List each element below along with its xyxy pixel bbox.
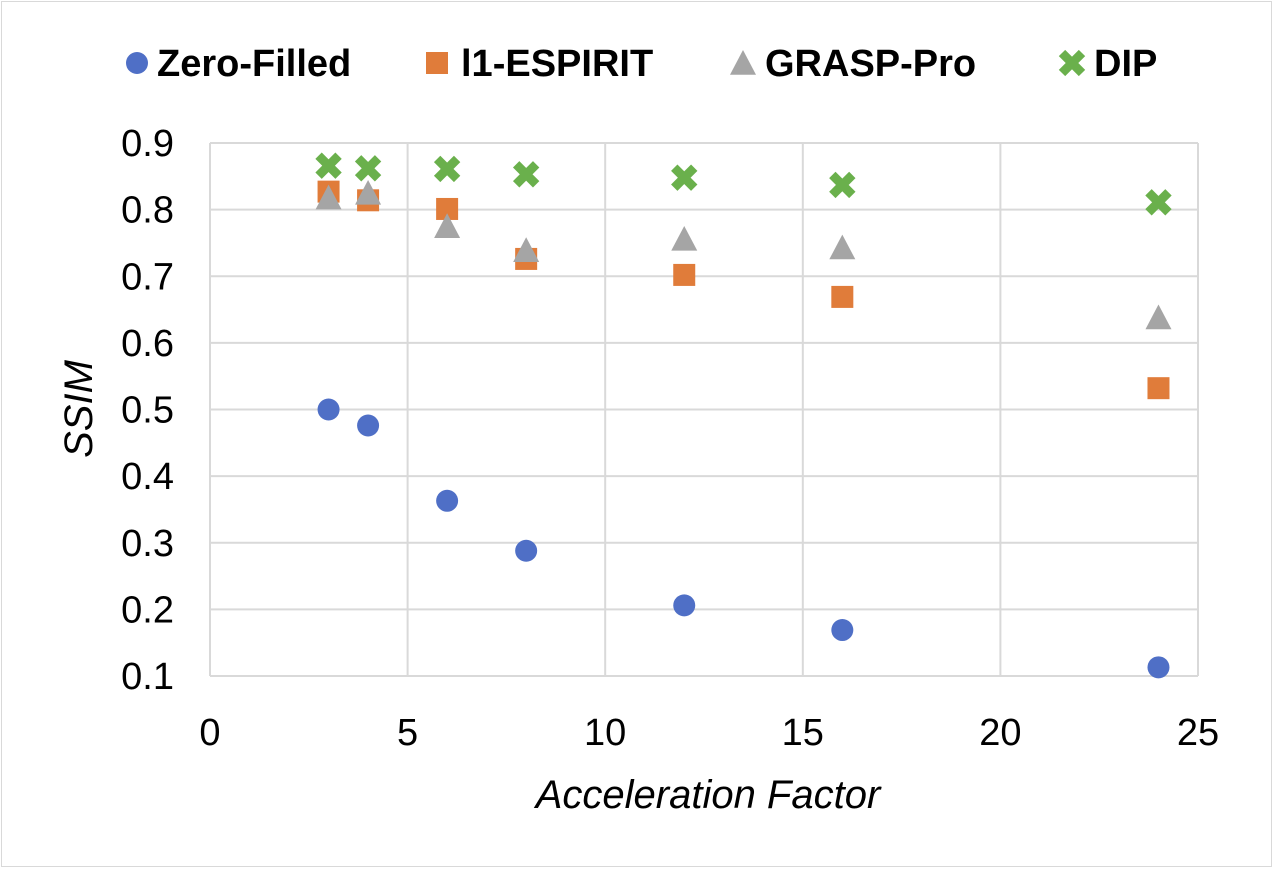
- dip-point: [829, 171, 856, 199]
- x-tick-label: 5: [397, 712, 418, 754]
- y-axis-ticks: 0.1 0.2 0.3 0.4 0.5 0.6 0.7 0.8 0.9: [121, 123, 174, 698]
- l1-espirit-point: [1147, 377, 1170, 400]
- grasp-pro-point: [513, 237, 540, 262]
- dip-point: [1145, 189, 1172, 216]
- grasp-pro-point: [315, 184, 342, 210]
- legend-marker-dip: [1058, 49, 1086, 77]
- x-axis-title: Acceleration Factor: [534, 773, 882, 817]
- l1-espirit-point: [831, 285, 854, 308]
- y-tick-label: 0.5: [121, 390, 174, 432]
- legend: Zero-Filled l1-ESPIRIT GRASP-Pro DIP: [126, 43, 1157, 85]
- grasp-pro-point: [355, 179, 382, 205]
- dip-point: [512, 161, 540, 188]
- x-tick-label: 0: [199, 712, 220, 754]
- legend-marker-l1-espirit: [426, 52, 448, 74]
- dip-point: [433, 155, 461, 183]
- y-tick-label: 0.3: [121, 523, 174, 565]
- zero-filled-point: [357, 414, 380, 437]
- legend-marker-zero-filled: [126, 52, 148, 74]
- zero-filled-point: [831, 619, 854, 642]
- zero-filled-point: [1147, 656, 1170, 679]
- zero-filled-point: [317, 398, 340, 421]
- dip-point: [671, 164, 698, 191]
- dip-point: [315, 152, 342, 179]
- legend-label-l1-espirit: l1-ESPIRIT: [461, 43, 653, 85]
- dip-point: [354, 155, 382, 182]
- data-points: [315, 152, 1172, 679]
- y-tick-label: 0.2: [121, 589, 174, 631]
- y-tick-label: 0.7: [121, 256, 174, 298]
- zero-filled-point: [515, 539, 538, 562]
- y-tick-label: 0.4: [121, 456, 174, 498]
- x-tick-label: 20: [979, 712, 1021, 754]
- legend-marker-grasp-pro: [730, 50, 756, 75]
- l1-espirit-point: [673, 263, 696, 286]
- grasp-pro-point: [434, 213, 461, 238]
- y-tick-label: 0.9: [121, 123, 174, 165]
- grasp-pro-point: [671, 225, 698, 251]
- x-tick-label: 15: [782, 712, 824, 754]
- zero-filled-point: [673, 594, 696, 617]
- grid-lines: [209, 142, 1199, 677]
- grasp-pro-point: [1145, 304, 1172, 330]
- legend-label-dip: DIP: [1094, 43, 1157, 85]
- legend-label-grasp-pro: GRASP-Pro: [765, 43, 976, 85]
- legend-label-zero-filled: Zero-Filled: [157, 43, 351, 85]
- x-tick-label: 25: [1177, 712, 1219, 754]
- y-tick-label: 0.1: [121, 656, 174, 698]
- y-axis-title: SSIM: [57, 359, 101, 457]
- l1-espirit-point: [436, 197, 459, 220]
- grasp-pro-point: [829, 234, 856, 260]
- y-tick-label: 0.6: [121, 323, 174, 365]
- x-axis-ticks: 0 5 10 15 20 25: [199, 712, 1219, 754]
- y-tick-label: 0.8: [121, 190, 174, 232]
- zero-filled-point: [436, 489, 459, 512]
- x-tick-label: 10: [584, 712, 626, 754]
